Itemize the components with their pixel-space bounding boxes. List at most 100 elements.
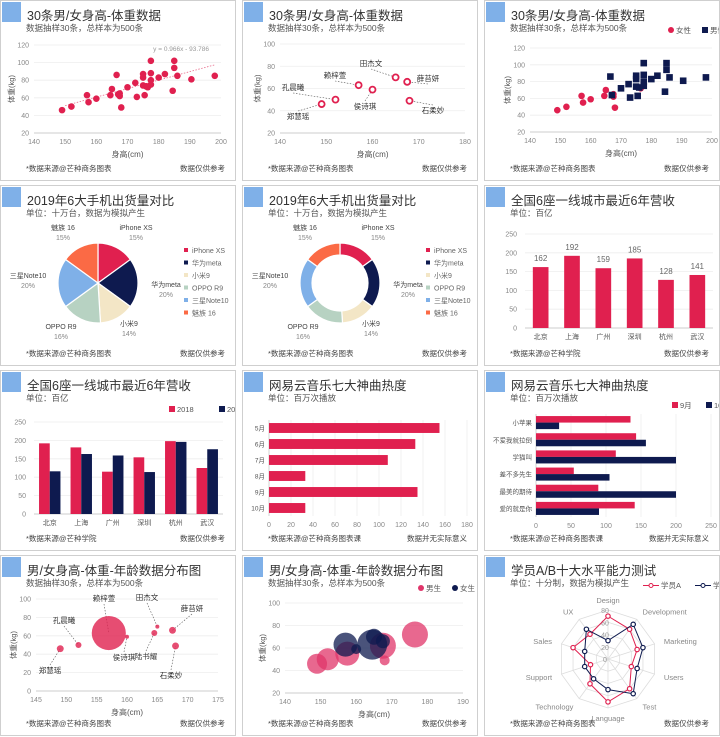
leader-line: [146, 602, 158, 627]
bar: [536, 501, 635, 509]
data-point: [85, 98, 92, 106]
data-point: [625, 80, 632, 88]
data-point: [174, 72, 181, 80]
disclaimer-note: 数据仅供参考: [664, 719, 709, 728]
y-tick-label: 80: [21, 78, 29, 85]
legend-marker: [184, 248, 188, 252]
x-tick-label: 160: [439, 522, 451, 529]
radar-axis-label: UX: [563, 607, 573, 616]
title-badge: [244, 557, 263, 577]
bar: [536, 433, 637, 440]
data-point: [147, 57, 155, 65]
chart-card: 0 20 40 60 80 100 145 150 155 160 165 170 175 身高(cm) 体…: [0, 555, 236, 736]
x-axis-label: 身高(cm): [605, 148, 637, 158]
title-badge: [486, 2, 505, 22]
x-category-label: 武汉: [690, 332, 704, 341]
chart-card: 20 40 60 80 100 140 150 160 170 180 190 身高(cm) 体重(kg…: [242, 555, 478, 736]
x-tick-label: 175: [212, 697, 224, 704]
bar: [564, 255, 580, 328]
legend-label: 2019: [227, 405, 236, 414]
x-category-label: 深圳: [628, 332, 642, 341]
legend-marker: [672, 402, 678, 408]
y-tick-label: 40: [23, 652, 31, 659]
y-tick-label: 120: [17, 43, 29, 50]
point-label: 赖梓萱: [93, 593, 116, 603]
x-tick-label: 0: [534, 523, 538, 530]
legend-label: 男性: [710, 25, 720, 35]
title-badge: [486, 187, 505, 207]
y-tick-label: 150: [14, 456, 26, 463]
data-source-note: *数据来源@芒种商务图表: [510, 719, 596, 728]
y-category-label: 7月: [255, 457, 265, 465]
slice-percent-label: 16%: [296, 334, 310, 341]
point-label: 薛苔妍: [181, 603, 204, 613]
chart-title: 全国6座一线城市最近6年营收: [27, 379, 191, 393]
slice-name-label: iPhone XS: [119, 225, 152, 232]
slice-percent-label: 16%: [54, 334, 68, 341]
data-source-note: *数据来源@芒种商务图表: [26, 164, 112, 173]
radar-point: [587, 661, 594, 668]
slice-name-label: OPPO R9: [45, 324, 76, 331]
leader-line: [409, 100, 434, 106]
radar-point: [590, 676, 597, 682]
title-badge: [244, 2, 263, 22]
y-axis-label: 体重(kg): [6, 75, 16, 103]
y-tick-label: 200: [505, 250, 517, 257]
chart-svg: 0 20 40 60 80 100 120 140 160 180 5月 6月 7月 8月 9月 10月: [251, 420, 473, 529]
data-point: [141, 91, 148, 99]
y-category-label: 学猫叫: [513, 452, 533, 461]
bar: [269, 503, 306, 513]
slice-name-label: OPPO R9: [287, 324, 318, 331]
slice-percent-label: 20%: [21, 283, 35, 290]
data-point: [170, 57, 178, 65]
pie-slice: [306, 242, 341, 268]
x-tick-label: 150: [59, 139, 71, 146]
slice-percent-label: 20%: [263, 283, 277, 290]
data-point: [331, 95, 340, 104]
y-tick-label: 40: [21, 113, 29, 120]
legend-marker: [184, 310, 188, 315]
x-axis-label: 身高(cm): [112, 149, 144, 159]
x-tick-label: 150: [320, 139, 332, 146]
legend-marker: [668, 27, 674, 33]
chart-card: 20 40 60 80 100 140 150 160 170 180 身高(cm) 体重(kg) 郑慧…: [242, 0, 478, 181]
data-point: [68, 103, 75, 110]
chart-title: 30条男/女身高-体重数据: [511, 9, 646, 23]
chart-card: Design Development Marketing Users Test Langu…: [484, 555, 720, 736]
legend-marker: [426, 248, 430, 252]
x-tick-label: 100: [373, 522, 385, 529]
disclaimer-note: 数据仅供参考: [664, 349, 709, 358]
data-point: [211, 72, 219, 80]
y-axis-label: 体重(kg): [257, 634, 267, 662]
data-point: [354, 81, 363, 90]
x-tick-label: 80: [353, 522, 361, 529]
chart-card: iPhone XS 15% iPhone XS 华为meta 20% 华为meta 小米9 1…: [242, 185, 478, 366]
y-tick-label: 40: [272, 668, 280, 675]
disclaimer-note: 数据仅供参考: [422, 349, 467, 358]
y-tick-label: 60: [267, 86, 275, 93]
chart-svg: 0 50 100 150 200 250 北京 162 上海 192 广州 159 深圳 185 杭州 128…: [505, 232, 713, 341]
data-point: [139, 74, 147, 81]
point-label: 侯诗琪: [113, 652, 136, 662]
x-category-label: 上海: [565, 332, 579, 341]
chart-subtitle: 单位：百万次播放: [268, 393, 337, 403]
point-label: 赖梓萱: [324, 70, 347, 80]
bar: [102, 471, 113, 514]
x-tick-label: 160: [121, 697, 133, 704]
bar: [532, 267, 549, 328]
chart-card: 0 50 100 150 200 250 北京 上海 广州 深圳 杭州 武汉 2018 2019 全国6座一…: [0, 370, 236, 551]
y-tick-label: 100: [505, 288, 517, 295]
y-category-label: 小苹果: [513, 418, 533, 427]
legend-marker: [700, 583, 706, 588]
chart-card: 0 50 100 150 200 250 小苹果 不爱我就拉倒 学猫叫 差不多先生 最美的期待 爱的就…: [484, 370, 720, 551]
legend-label: 女性: [676, 25, 691, 35]
data-point: [632, 75, 640, 83]
y-tick-label: 100: [268, 601, 280, 608]
bar: [536, 456, 676, 464]
y-tick-label: 200: [14, 438, 26, 445]
data-source-note: *数据来源@芒种商务图表: [26, 349, 112, 358]
bubble: [169, 626, 176, 634]
chart-subtitle: 数据抽样30条，总样本为500条: [26, 23, 144, 33]
legend-marker: [169, 406, 175, 412]
point-label: 郑慧瑶: [39, 665, 62, 675]
